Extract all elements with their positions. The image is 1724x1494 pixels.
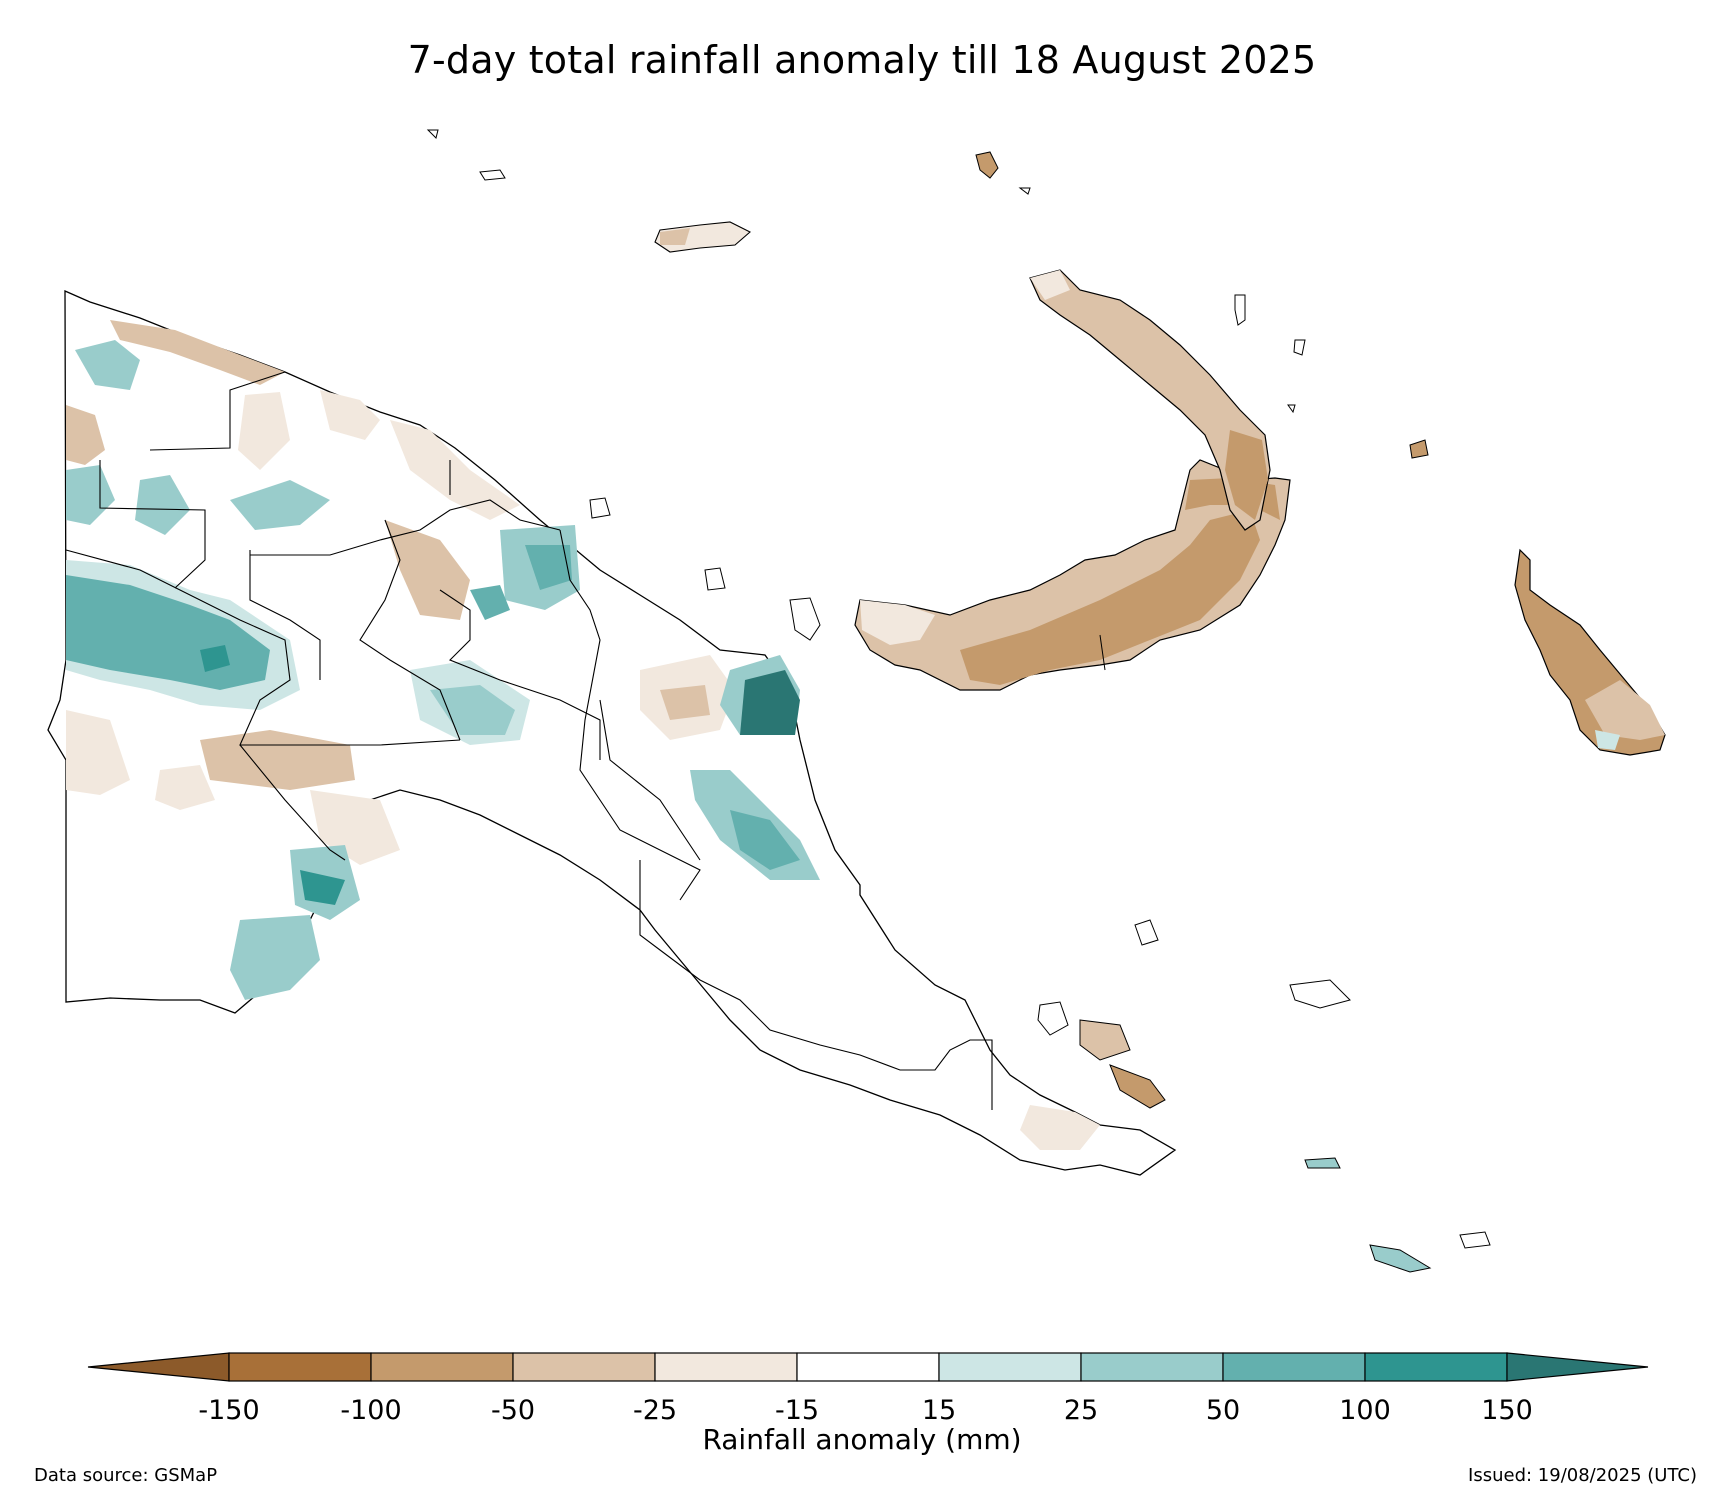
island-tabar bbox=[1293, 339, 1306, 356]
anomaly-pos-fly-delta bbox=[230, 915, 320, 1000]
bougainville-light bbox=[1585, 680, 1665, 740]
colorbar-tick: -25 bbox=[632, 1395, 678, 1426]
colorbar-bin-7 bbox=[1080, 1352, 1224, 1382]
island-trobriand bbox=[1134, 919, 1159, 946]
island-wuvulu bbox=[426, 129, 439, 139]
colorbar-tick: -100 bbox=[340, 1395, 402, 1426]
new-ireland-land bbox=[1029, 269, 1271, 531]
island-duke-of-york bbox=[1287, 404, 1296, 414]
island-karkar bbox=[589, 497, 611, 519]
island-sudest bbox=[1369, 1244, 1432, 1273]
colorbar-bin-6 bbox=[938, 1352, 1082, 1382]
anomaly-neg-highlands bbox=[385, 520, 470, 620]
anomaly-pos-east-highlands bbox=[230, 480, 330, 530]
island-umboi bbox=[789, 597, 821, 641]
anomaly-pos-west-b bbox=[135, 475, 190, 535]
anomaly-pos-huon bbox=[740, 670, 800, 735]
anomaly-neg-north-b bbox=[390, 420, 520, 520]
colorbar-extend-high bbox=[1506, 1352, 1649, 1382]
colorbar-tick: 50 bbox=[1205, 1395, 1241, 1426]
anomaly-neg-west bbox=[66, 405, 105, 465]
new-britain-land bbox=[854, 459, 1291, 691]
data-source-note: Data source: GSMaP bbox=[34, 1465, 218, 1486]
new-britain-light-west bbox=[860, 600, 935, 645]
colorbar-tick: -15 bbox=[774, 1395, 820, 1426]
bougainville-pos-south bbox=[1595, 730, 1620, 750]
island-mussau bbox=[975, 151, 999, 179]
anomaly-neg-southwest bbox=[66, 710, 130, 795]
island-feni bbox=[1409, 439, 1429, 459]
anomaly-light-north bbox=[320, 390, 380, 440]
colorbar-tick: -50 bbox=[490, 1395, 536, 1426]
anomaly-pos-northern-core bbox=[730, 810, 800, 870]
island-misima bbox=[1304, 1157, 1341, 1169]
new-ireland bbox=[1029, 269, 1271, 531]
anomaly-light-centre-a bbox=[238, 392, 290, 470]
province-borders bbox=[65, 371, 993, 1110]
mainland bbox=[47, 290, 1177, 1176]
colorbar-bin-5 bbox=[796, 1352, 940, 1382]
island-fergusson bbox=[1079, 1019, 1131, 1061]
manus-neg bbox=[660, 228, 690, 245]
colorbar-tick: 100 bbox=[1339, 1395, 1391, 1426]
manus bbox=[654, 221, 751, 253]
anomaly-neg-milne bbox=[1020, 1105, 1100, 1150]
colorbar-extend-low bbox=[87, 1352, 230, 1382]
anomaly-pos-centre-small bbox=[470, 585, 510, 620]
colorbar-bin-8 bbox=[1222, 1352, 1366, 1382]
new-ireland-light bbox=[1030, 270, 1070, 300]
anomaly-neg-north-coast bbox=[110, 320, 285, 385]
anomaly-pos-centre bbox=[430, 685, 515, 735]
issued-date-note: Issued: 19/08/2025 (UTC) bbox=[1468, 1465, 1697, 1486]
island-emirau bbox=[1018, 187, 1031, 195]
island-lihir bbox=[1234, 294, 1246, 326]
bougainville bbox=[1514, 548, 1666, 756]
colorbar bbox=[87, 1352, 1649, 1382]
anomaly-pos-west-a bbox=[66, 465, 115, 525]
anomaly-pos-fly-core bbox=[300, 870, 345, 905]
map-title: 7-day total rainfall anomaly till 18 Aug… bbox=[407, 38, 1317, 82]
island-long bbox=[704, 567, 726, 591]
anomaly-pos-nw bbox=[75, 340, 140, 390]
small-islands bbox=[426, 129, 1491, 1273]
colorbar-tick: 150 bbox=[1481, 1395, 1533, 1426]
anomaly-pos-west-core bbox=[200, 645, 230, 672]
island-rossel bbox=[1459, 1231, 1491, 1249]
anomaly-neg-morobe-core bbox=[660, 685, 710, 720]
colorbar-bin-3 bbox=[512, 1352, 656, 1382]
colorbar-tick: -150 bbox=[198, 1395, 260, 1426]
new-britain bbox=[854, 459, 1291, 691]
island-normanby bbox=[1109, 1064, 1166, 1109]
island-ninigo bbox=[479, 169, 506, 181]
colorbar-tick: 15 bbox=[921, 1395, 957, 1426]
new-britain-neg-mid bbox=[960, 510, 1260, 685]
colorbar-bin-9 bbox=[1364, 1352, 1508, 1382]
new-ireland-neg-south bbox=[1225, 430, 1268, 520]
mainland-outline bbox=[47, 290, 1177, 1176]
colorbar-bin-1 bbox=[228, 1352, 372, 1382]
colorbar-bin-4 bbox=[654, 1352, 798, 1382]
colorbar-label: Rainfall anomaly (mm) bbox=[702, 1423, 1022, 1456]
colorbar-bin-2 bbox=[370, 1352, 514, 1382]
anomaly-pos-sepik-core bbox=[525, 545, 572, 590]
anomaly-light-south bbox=[155, 765, 215, 810]
colorbar-tick: 25 bbox=[1063, 1395, 1099, 1426]
island-woodlark bbox=[1289, 979, 1351, 1009]
island-goodenough bbox=[1037, 1001, 1069, 1036]
